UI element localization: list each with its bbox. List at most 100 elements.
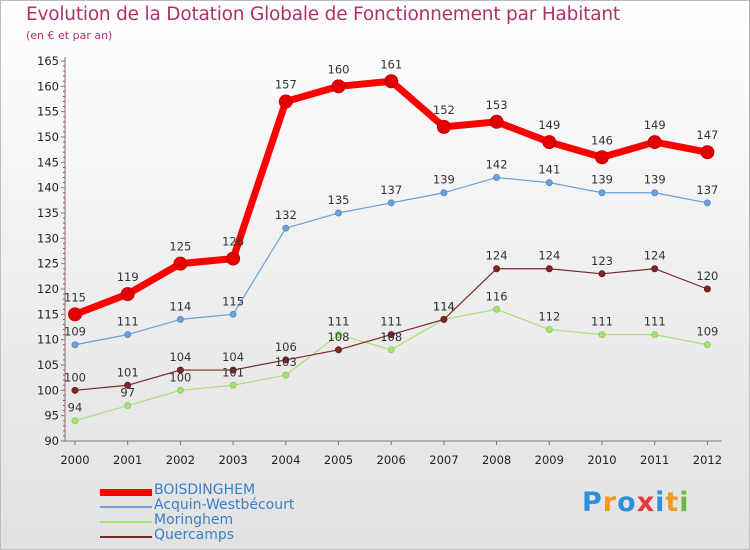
line-chart: 90 95 100 105 110 115 120 125 130 135 140 145 150 155…	[37, 54, 722, 467]
data-label: 104	[222, 350, 244, 364]
y-tick-label: 145	[37, 155, 59, 169]
x-tick-label: 2012	[693, 453, 722, 467]
data-point	[493, 174, 501, 182]
y-tick-label: 135	[37, 206, 59, 220]
logo-letter: r	[602, 487, 618, 518]
data-label: 137	[380, 183, 402, 197]
data-label: 149	[538, 118, 560, 132]
chart-title: Evolution de la Dotation Globale de Fonc…	[26, 4, 620, 25]
data-label: 142	[486, 158, 508, 172]
data-label: 126	[222, 235, 244, 249]
data-label: 101	[222, 365, 244, 379]
data-label: 101	[117, 365, 139, 379]
data-point	[68, 307, 82, 322]
x-tick-label: 2002	[166, 453, 195, 467]
data-label: 108	[328, 330, 350, 344]
data-label: 97	[120, 386, 135, 400]
series-line-boisdinghem	[73, 77, 709, 318]
data-point	[278, 94, 293, 109]
x-tick-label: 2004	[271, 453, 300, 467]
data-label: 103	[275, 355, 297, 369]
data-point	[489, 114, 504, 129]
data-point	[282, 356, 290, 364]
legend-label: Moringhem	[154, 512, 234, 528]
data-point	[700, 145, 715, 160]
data-label: 157	[275, 78, 297, 92]
data-label: 111	[380, 315, 402, 329]
data-point	[493, 265, 501, 273]
data-label: 152	[433, 103, 455, 117]
data-point	[703, 199, 711, 207]
data-label: 124	[538, 249, 560, 263]
data-label: 111	[117, 315, 139, 329]
x-tick-label: 2010	[587, 453, 616, 467]
data-point	[176, 315, 184, 323]
x-tick-label: 2005	[324, 453, 353, 467]
data-label: 147	[696, 128, 718, 142]
data-label: 123	[591, 254, 613, 268]
data-point	[229, 310, 237, 318]
legend-label: Quercamps	[154, 527, 235, 543]
data-point	[598, 189, 606, 197]
y-tick-label: 100	[37, 383, 59, 397]
data-point	[647, 135, 662, 150]
legend-swatch	[100, 536, 152, 538]
legend-label: Acquin-Westbécourt	[154, 497, 295, 513]
x-tick-label: 2001	[113, 453, 142, 467]
data-point	[703, 285, 711, 293]
data-label: 106	[275, 340, 297, 354]
data-label: 100	[169, 370, 191, 384]
data-label: 114	[433, 299, 455, 313]
logo-letter: x	[636, 487, 656, 518]
y-tick-label: 125	[37, 257, 59, 271]
data-point	[229, 381, 237, 389]
data-label: 137	[696, 183, 718, 197]
y-tick-label: 95	[44, 409, 59, 423]
y-tick-label: 90	[44, 434, 59, 448]
data-point	[71, 341, 79, 349]
data-point	[493, 305, 501, 313]
logo-letter: i	[655, 487, 666, 518]
y-tick-label: 130	[37, 231, 59, 245]
data-point	[282, 371, 290, 379]
data-point	[651, 331, 659, 339]
data-label: 111	[644, 315, 666, 329]
logo-letter: i	[679, 487, 690, 518]
data-point	[651, 189, 659, 197]
data-label: 111	[591, 315, 613, 329]
x-tick-label: 2000	[60, 453, 89, 467]
data-point	[124, 331, 132, 339]
data-point	[384, 74, 399, 89]
logo-letter: t	[665, 487, 680, 518]
data-label: 125	[169, 240, 191, 254]
data-label: 109	[696, 325, 718, 339]
x-tick-label: 2011	[640, 453, 669, 467]
data-point	[331, 79, 346, 94]
data-label: 111	[328, 315, 350, 329]
y-tick-label: 105	[37, 358, 59, 372]
data-point	[440, 189, 448, 197]
x-tick-label: 2008	[482, 453, 511, 467]
data-point	[703, 341, 711, 349]
data-label: 161	[380, 57, 402, 71]
data-label: 112	[538, 310, 560, 324]
y-tick-label: 140	[37, 181, 59, 195]
data-label: 116	[486, 289, 508, 303]
data-point	[387, 331, 395, 339]
data-point	[440, 315, 448, 323]
data-point	[335, 346, 342, 354]
data-label: 141	[538, 163, 560, 177]
data-label: 135	[328, 193, 350, 207]
data-point	[387, 346, 395, 354]
data-point	[545, 326, 553, 334]
data-point	[598, 331, 606, 339]
data-point	[226, 251, 241, 266]
data-point	[282, 224, 290, 232]
x-tick-label: 2009	[535, 453, 564, 467]
y-tick-label: 115	[37, 307, 59, 321]
data-label: 132	[275, 208, 297, 222]
y-tick-label: 120	[37, 282, 59, 296]
data-label: 139	[591, 173, 613, 187]
data-point	[124, 402, 132, 410]
